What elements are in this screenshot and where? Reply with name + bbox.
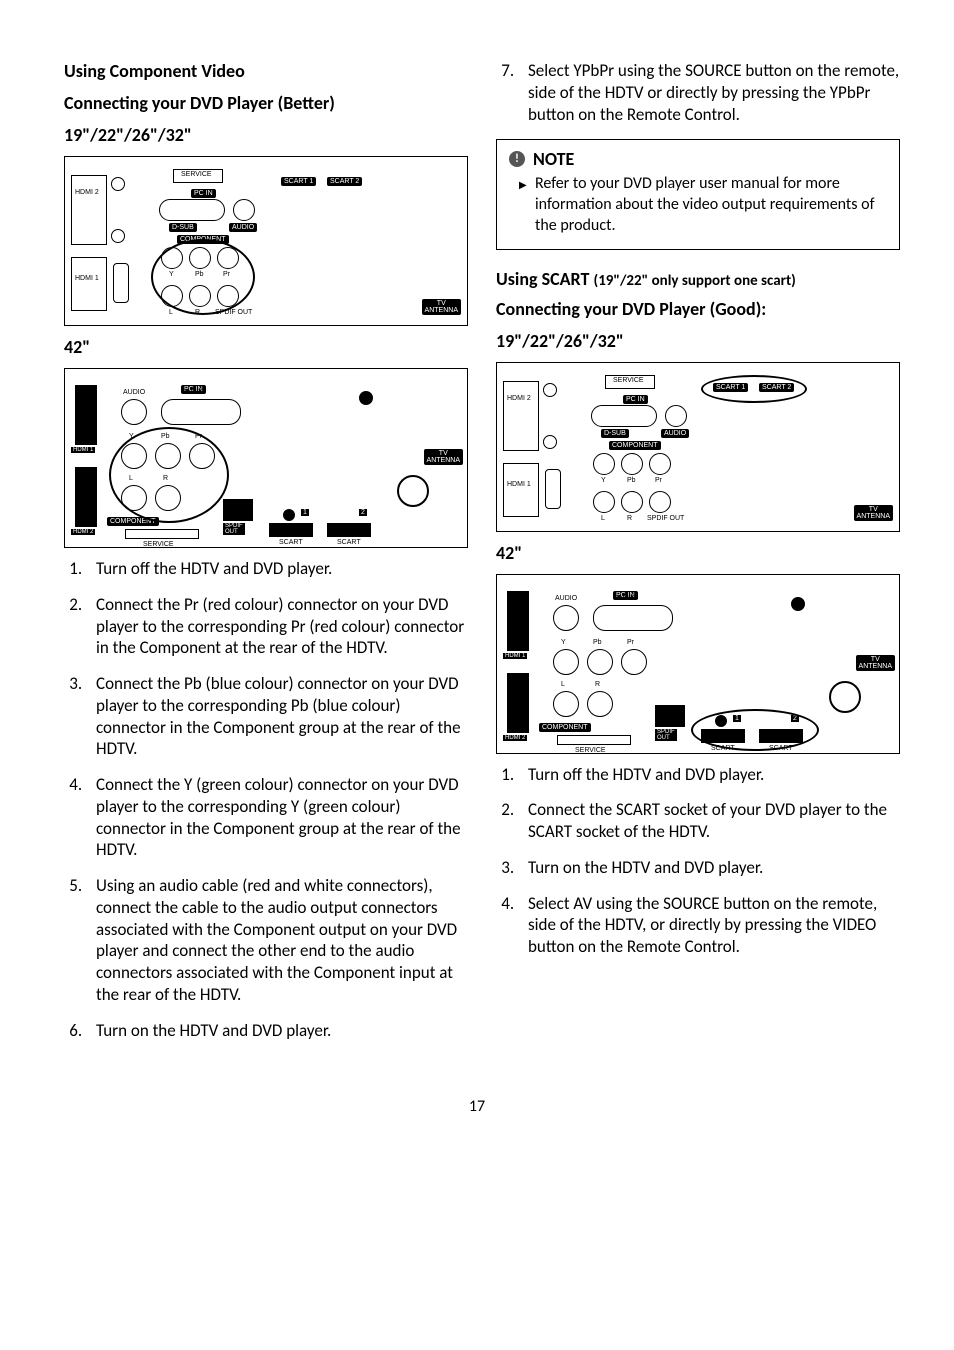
lbl-r-s42: R (595, 681, 600, 688)
lbl-pr-s42: Pr (627, 639, 634, 646)
lbl-pb-s: Pb (627, 477, 636, 484)
lbl-spdif-42: SPDIF OUT (223, 523, 245, 535)
lbl-tvant-42: TV ANTENNA (424, 449, 463, 465)
right-column: Select YPbPr using the SOURCE button on … (496, 60, 900, 1055)
left-column: Using Component Video Connecting your DV… (64, 60, 468, 1055)
lbl-spdif-s42: SPDIF OUT (655, 729, 677, 741)
heading-component-video: Using Component Video (64, 60, 468, 82)
lbl-tvant-s: TV ANTENNA (854, 505, 893, 521)
step: Turn on the HDTV and DVD player. (86, 1020, 468, 1042)
lbl-dsub-42: D-SUB (183, 389, 205, 396)
heading-connect-dvd-better: Connecting your DVD Player (Better) (64, 92, 468, 114)
diagram-component-small: HDMI 2 HDMI 1 SERVICE SCART 1 SCART 2 PC… (64, 156, 468, 326)
lbl-scart1: SCART 1 (281, 177, 316, 186)
step: Connect the Pr (red colour) connector on… (86, 594, 468, 659)
scart-title: Using SCART (496, 268, 589, 290)
lbl-service: SERVICE (181, 171, 212, 178)
component-step7-list: Select YPbPr using the SOURCE button on … (496, 60, 900, 125)
lbl-service-s42: SERVICE (575, 747, 606, 754)
lbl-hdmi1-42: HDMI 1 (71, 447, 95, 453)
heading-scart: Using SCART (19"/22" only support one sc… (496, 268, 900, 290)
lbl-l-s42: L (561, 681, 565, 688)
lbl-audio-s: AUDIO (661, 429, 689, 438)
lbl-pcin-s: PC IN (623, 395, 648, 404)
lbl-pcin: PC IN (191, 189, 216, 198)
note-icon: ! (509, 151, 525, 167)
lbl-pr-s: Pr (655, 477, 662, 484)
lbl-audio: AUDIO (229, 223, 257, 232)
lbl-hdmi2-s42: HDMI 2 (503, 735, 527, 741)
size-42-label: 42" (64, 336, 468, 358)
diagram-component-42: HDMI 1 HDMI 2 PC IN AUDIO D-SUB Y Pb Pr … (64, 368, 468, 548)
page-number: 17 (0, 1097, 954, 1116)
lbl-r-s: R (627, 515, 632, 522)
lbl-one: 1 (301, 509, 309, 516)
lbl-tvant-s42: TV ANTENNA (856, 655, 895, 671)
lbl-scart2: SCART 2 (327, 177, 362, 186)
sizes-19-32-r: 19"/22"/26"/32" (496, 330, 900, 352)
lbl-service-s: SERVICE (613, 377, 644, 384)
step: Connect the Pb (blue colour) connector o… (86, 673, 468, 760)
lbl-y-s: Y (601, 477, 606, 484)
lbl-scart-42a: SCART (279, 539, 303, 546)
lbl-hdmi2-s: HDMI 2 (507, 395, 531, 402)
size-42-label-r: 42" (496, 542, 900, 564)
lbl-component-s: COMPONENT (609, 441, 661, 450)
lbl-audio-s42: AUDIO (555, 595, 577, 602)
lbl-tvantenna: TV ANTENNA (422, 299, 461, 315)
lbl-audio-42: AUDIO (123, 389, 145, 396)
lbl-two: 2 (359, 509, 367, 516)
lbl-hdmi1-s: HDMI 1 (507, 481, 531, 488)
step: Using an audio cable (red and white conn… (86, 875, 468, 1006)
lbl-hdmi1-s42: HDMI 1 (503, 653, 527, 659)
lbl-pb-s42: Pb (593, 639, 602, 646)
diagram-scart-small: HDMI 2 HDMI 1 SERVICE SCART 1 SCART 2 PC… (496, 362, 900, 532)
step: Turn off the HDTV and DVD player. (518, 764, 900, 786)
note-box: ! NOTE Refer to your DVD player user man… (496, 139, 900, 249)
diagram-scart-42: HDMI 1 HDMI 2 PC IN AUDIO D-SUB Y Pb Pr … (496, 574, 900, 754)
lbl-scart-42b: SCART (337, 539, 361, 546)
step: Select AV using the SOURCE button on the… (518, 893, 900, 958)
step: Connect the Y (green colour) connector o… (86, 774, 468, 861)
lbl-service-42: SERVICE (143, 541, 174, 548)
lbl-hdmi2: HDMI 2 (75, 189, 99, 196)
lbl-l-s: L (601, 515, 605, 522)
heading-connect-dvd-good: Connecting your DVD Player (Good): (496, 298, 900, 320)
scart-subtitle: (19"/22" only support one scart) (594, 272, 796, 290)
lbl-component-s42: COMPONENT (539, 723, 591, 732)
sizes-19-32: 19"/22"/26"/32" (64, 124, 468, 146)
lbl-hdmi2-42: HDMI 2 (71, 529, 95, 535)
note-title: NOTE (533, 148, 574, 170)
note-body: Refer to your DVD player user manual for… (509, 174, 887, 236)
step: Turn off the HDTV and DVD player. (86, 558, 468, 580)
component-steps: Turn off the HDTV and DVD player. Connec… (64, 558, 468, 1041)
step: Connect the SCART socket of your DVD pla… (518, 799, 900, 843)
lbl-l: L (169, 309, 173, 316)
lbl-dsub-s42: D-SUB (615, 595, 637, 602)
lbl-hdmi1: HDMI 1 (75, 275, 99, 282)
lbl-dsub: D-SUB (169, 223, 197, 232)
scart-steps: Turn off the HDTV and DVD player. Connec… (496, 764, 900, 958)
step-7: Select YPbPr using the SOURCE button on … (518, 60, 900, 125)
lbl-dsub-s: D-SUB (601, 429, 629, 438)
step: Turn on the HDTV and DVD player. (518, 857, 900, 879)
lbl-y-s42: Y (561, 639, 566, 646)
lbl-spdif-s: SPDIF OUT (647, 515, 684, 522)
